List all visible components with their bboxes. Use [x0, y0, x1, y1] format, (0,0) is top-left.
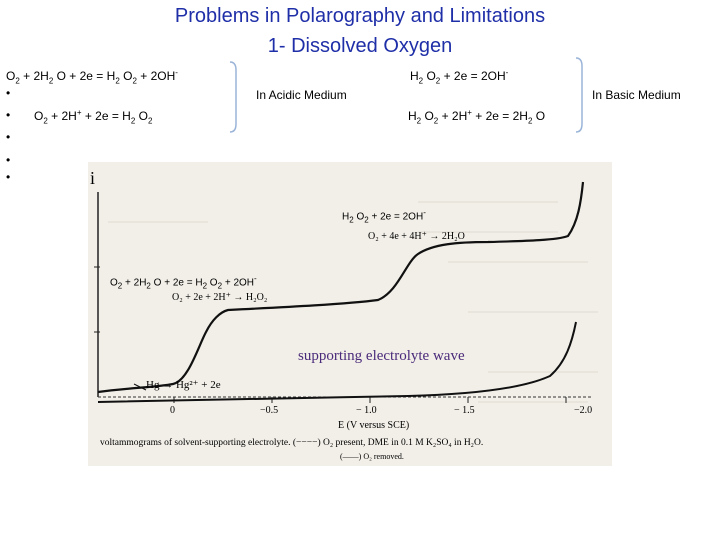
annotation-h2o2-reduction: H2 O2 + 2e = 2OH- [342, 208, 426, 225]
acidic-equation-1: O2 + 2H2 O + 2e = H2 O2 + 2OH- [6, 68, 178, 86]
annotation-printed-o2-2e: O₂ + 2e + 2H⁺ → H₂O₂ [172, 292, 268, 303]
bullet: • [6, 153, 11, 167]
figure-caption-2: (——) O₂ removed. [340, 452, 404, 461]
x-tick-label: −0.5 [260, 405, 279, 416]
hg-oxidation-label: Hg → Hg²⁺ + 2e [146, 379, 221, 391]
bullet: • [6, 86, 11, 100]
figure-caption: voltammograms of solvent-supporting elec… [100, 438, 484, 448]
x-axis-label: E (V versus SCE) [338, 420, 410, 431]
annotation-printed-o2-4e: O₂ + 4e + 4H⁺ → 2H₂O [368, 231, 465, 242]
acidic-medium-label: In Acidic Medium [256, 88, 347, 102]
slide-title-line1: Problems in Polarography and Limitations [174, 5, 546, 27]
acidic-equation-2: O2 + 2H+ + 2e = H2 O2 [34, 108, 153, 126]
annotation-o2-reduction: O2 + 2H2 O + 2e = H2 O2 + 2OH- [110, 274, 257, 291]
left-brace [229, 61, 237, 133]
basic-medium-label: In Basic Medium [592, 88, 681, 102]
voltammogram-figure: i H2 O2 + 2e = 2OH- O₂ + 4e + 4H⁺ → 2H₂O… [88, 162, 612, 466]
x-tick-label: 0 [170, 405, 175, 416]
basic-equation-1: H2 O2 + 2e = 2OH- [410, 68, 509, 86]
slide-title-line2: 1- Dissolved Oxygen [267, 35, 453, 57]
x-tick-label: − 1.5 [454, 405, 475, 416]
bullet: • [6, 170, 11, 184]
supporting-electrolyte-wave-label: supporting electrolyte wave [298, 348, 465, 364]
bullet: • [6, 108, 11, 122]
x-tick-label: −2.0 [574, 405, 593, 416]
current-axis-label: i [90, 168, 96, 188]
basic-equation-2: H2 O2 + 2H+ + 2e = 2H2 O [408, 108, 546, 126]
right-brace [575, 57, 583, 133]
x-tick-label: − 1.0 [356, 405, 377, 416]
bullet: • [6, 130, 11, 144]
